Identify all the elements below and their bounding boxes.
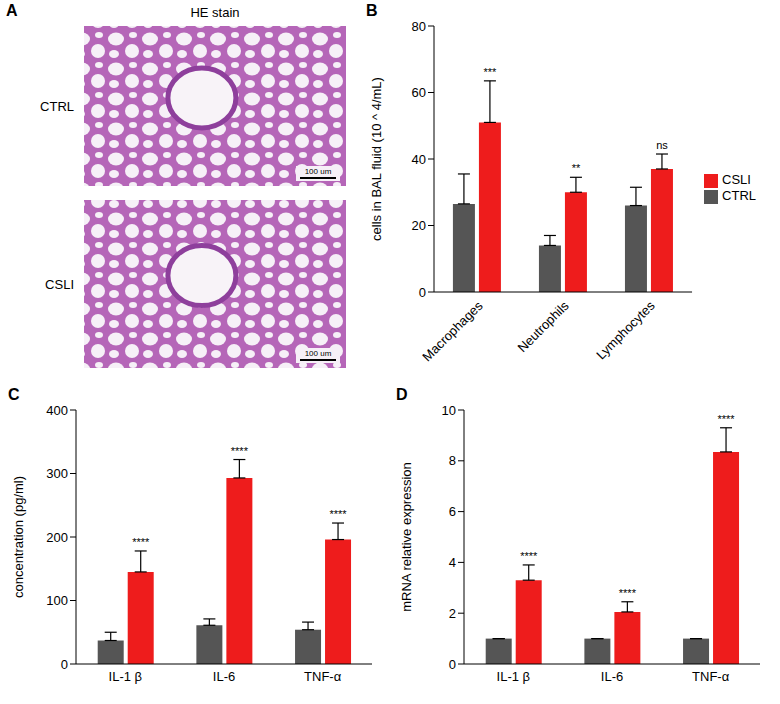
svg-text:mRNA relative expression: mRNA relative expression — [399, 462, 414, 612]
svg-text:2: 2 — [449, 606, 456, 621]
svg-text:concentration (pg/ml): concentration (pg/ml) — [11, 476, 26, 598]
svg-text:CSLI: CSLI — [45, 277, 74, 292]
svg-text:****: **** — [619, 587, 637, 599]
svg-text:***: *** — [484, 66, 498, 78]
svg-text:60: 60 — [412, 85, 426, 100]
svg-text:ns: ns — [656, 139, 668, 151]
svg-text:Macrophages: Macrophages — [419, 298, 486, 365]
svg-text:IL-6: IL-6 — [601, 669, 623, 684]
svg-text:4: 4 — [449, 555, 456, 570]
svg-text:TNF-α: TNF-α — [304, 669, 342, 684]
svg-text:Neutrophils: Neutrophils — [515, 298, 572, 355]
svg-text:****: **** — [329, 508, 347, 520]
svg-text:Lymphocytes: Lymphocytes — [593, 298, 658, 363]
svg-text:100 um: 100 um — [305, 349, 332, 358]
svg-text:TNF-α: TNF-α — [692, 669, 730, 684]
svg-text:IL-6: IL-6 — [213, 669, 235, 684]
svg-text:**: ** — [572, 162, 581, 174]
svg-text:CTRL: CTRL — [40, 99, 74, 114]
svg-text:0: 0 — [419, 285, 426, 300]
html-text:CSLI: CSLI — [722, 172, 751, 188]
html-text:D: D — [396, 386, 408, 403]
svg-text:IL-1 β: IL-1 β — [109, 669, 143, 684]
svg-text:100 um: 100 um — [305, 167, 332, 176]
html-text:B: B — [366, 2, 378, 19]
svg-text:cells in BAL fluid (10 ^ 4/mL): cells in BAL fluid (10 ^ 4/mL) — [369, 77, 384, 241]
svg-text:100: 100 — [46, 593, 68, 608]
svg-text:6: 6 — [449, 504, 456, 519]
svg-text:HE stain: HE stain — [190, 5, 239, 20]
html-text:A: A — [6, 2, 18, 19]
svg-text:****: **** — [132, 536, 150, 548]
svg-text:20: 20 — [412, 218, 426, 233]
svg-text:****: **** — [717, 413, 735, 425]
html-text:CTRL: CTRL — [722, 188, 756, 203]
svg-text:0: 0 — [449, 657, 456, 672]
svg-text:IL-1 β: IL-1 β — [497, 669, 531, 684]
svg-text:****: **** — [520, 550, 538, 562]
svg-text:8: 8 — [449, 453, 456, 468]
html-text:C: C — [8, 386, 20, 403]
svg-text:0: 0 — [61, 657, 68, 672]
svg-text:80: 80 — [412, 19, 426, 34]
svg-text:10: 10 — [442, 403, 456, 418]
svg-text:300: 300 — [46, 466, 68, 481]
svg-text:40: 40 — [412, 152, 426, 167]
svg-text:****: **** — [231, 445, 249, 457]
svg-text:400: 400 — [46, 403, 68, 418]
svg-text:200: 200 — [46, 530, 68, 545]
